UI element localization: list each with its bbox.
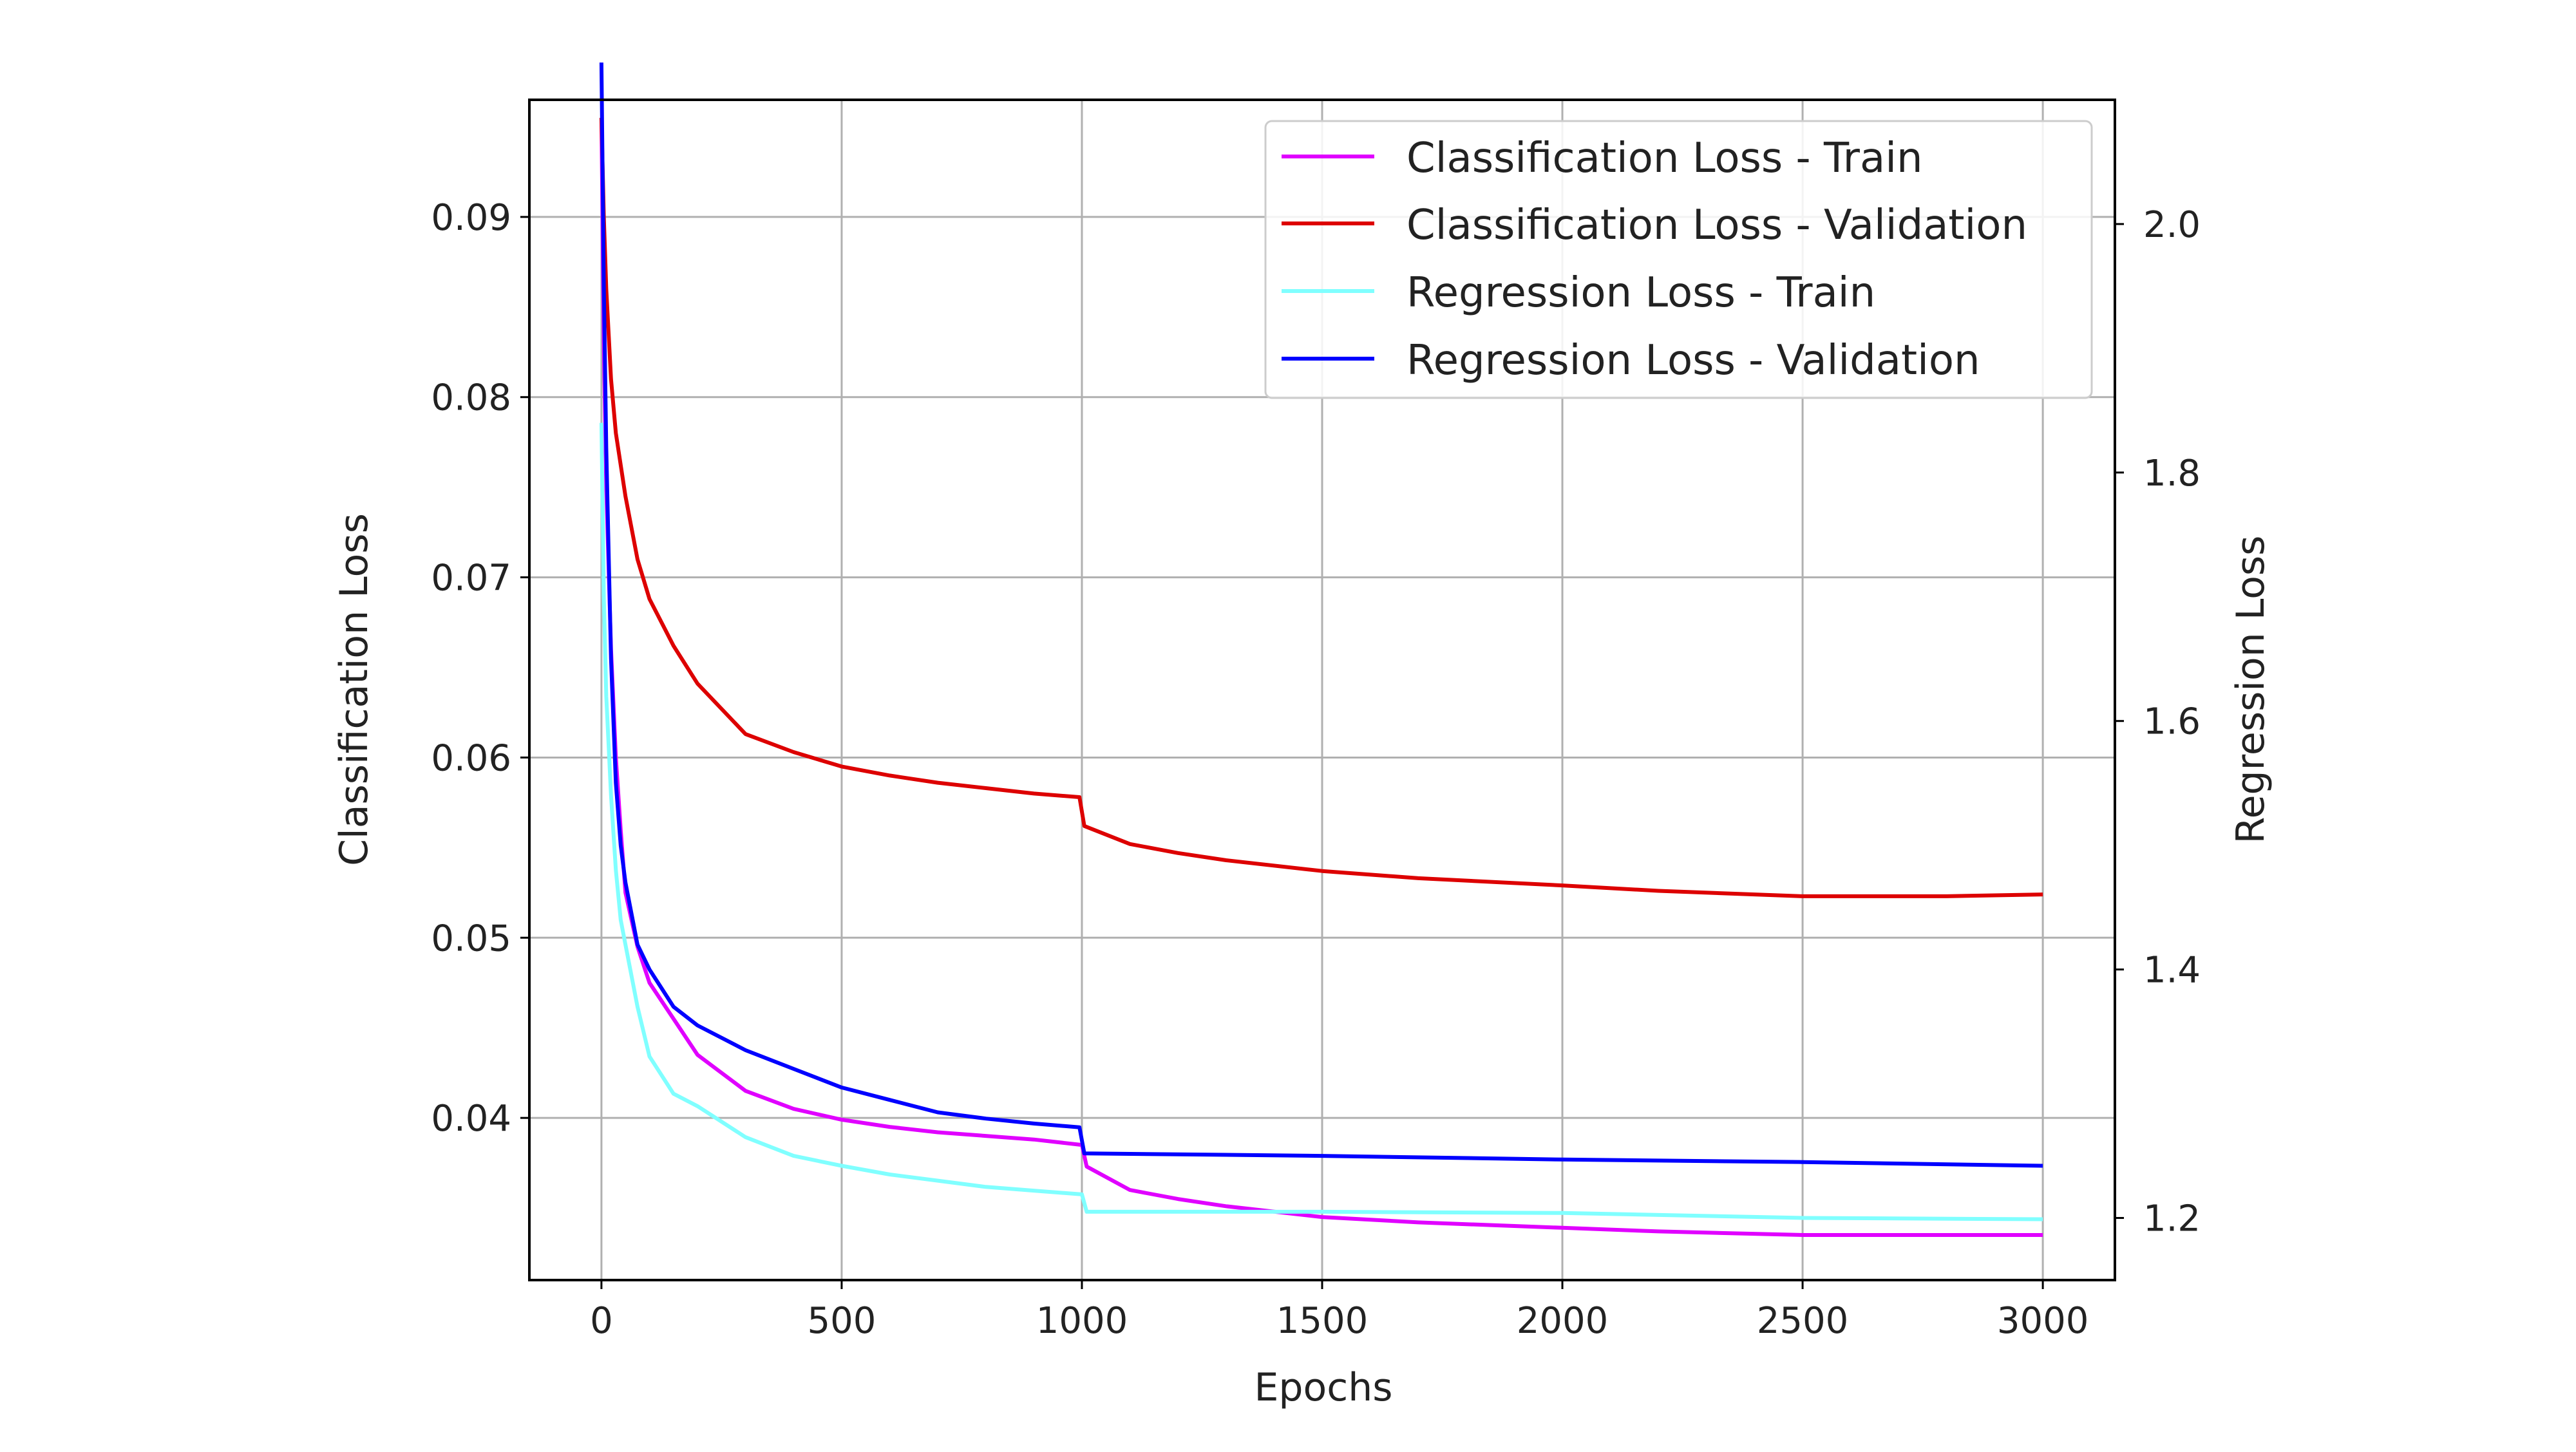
x-tick-label: 3000: [1997, 1300, 2089, 1342]
left-y-tick-label: 0.09: [431, 197, 511, 239]
left-y-tick-label: 0.06: [431, 737, 511, 779]
left-y-tick-label: 0.07: [431, 558, 511, 599]
left-y-tick-label: 0.08: [431, 377, 511, 419]
legend-label: Regression Loss - Validation: [1406, 337, 1980, 384]
right-y-tick-label: 2.0: [2143, 204, 2201, 246]
legend: Classification Loss - Train Classificatio…: [1264, 120, 2093, 399]
x-tick-label: 1500: [1276, 1300, 1368, 1342]
right-y-tick-label: 1.2: [2143, 1198, 2201, 1240]
left-y-axis-ticks: 0.04 0.05 0.06 0.07 0.08 0.09: [431, 197, 529, 1140]
x-tick-label: 0: [590, 1300, 613, 1342]
legend-label: Regression Loss - Train: [1406, 269, 1875, 317]
series-line-regression-loss-validation: [599, 62, 2043, 1168]
x-tick-label: 2000: [1517, 1300, 1609, 1342]
right-y-tick-label: 1.8: [2143, 453, 2201, 495]
right-y-tick-label: 1.4: [2143, 950, 2201, 992]
legend-label: Classification Loss - Validation: [1406, 202, 2027, 249]
left-y-tick-label: 0.05: [431, 918, 511, 959]
right-y-axis-ticks: 1.2 1.4 1.6 1.8 2.0: [2115, 204, 2201, 1240]
right-y-axis-title: Regression Loss: [2228, 536, 2273, 844]
series-lines: [599, 62, 2043, 1237]
left-y-tick-label: 0.04: [431, 1098, 511, 1140]
left-y-axis-title: Classification Loss: [332, 513, 377, 866]
x-axis-title: Epochs: [1255, 1365, 1393, 1410]
x-tick-label: 2500: [1757, 1300, 1849, 1342]
legend-label: Classification Loss - Train: [1406, 135, 1923, 182]
legend-box: [1264, 120, 2093, 399]
x-tick-label: 500: [807, 1300, 876, 1342]
series-line-classification-loss-validation: [599, 117, 2043, 898]
right-y-tick-label: 1.6: [2143, 701, 2201, 743]
x-axis-ticks: 0 500 1000 1500 2000 2500 3000: [590, 1280, 2088, 1342]
x-tick-label: 1000: [1036, 1300, 1128, 1342]
series-line-regression-loss-train: [599, 422, 2043, 1221]
